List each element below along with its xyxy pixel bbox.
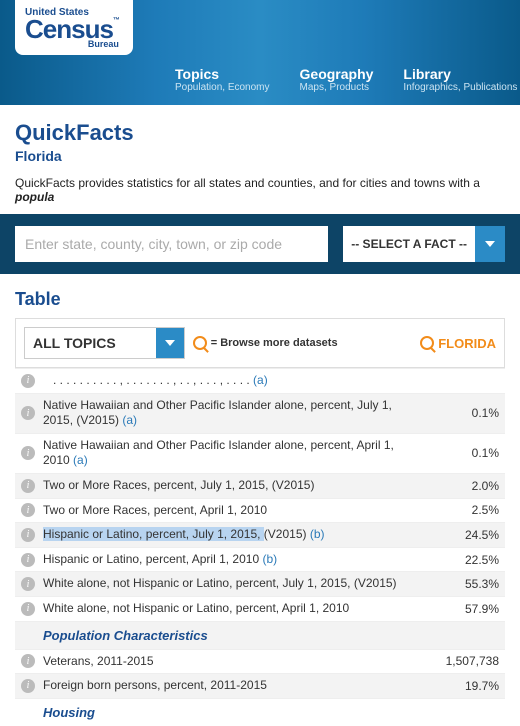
row-label: Native Hawaiian and Other Pacific Island…	[43, 398, 429, 429]
nav-library-title: Library	[403, 66, 517, 82]
search-bar: -- SELECT A FACT --	[0, 214, 520, 274]
intro-text: QuickFacts provides statistics for all s…	[15, 176, 505, 204]
info-icon[interactable]: i	[21, 577, 35, 591]
footnote-link[interactable]: (a)	[122, 413, 137, 427]
row-label: Two or More Races, percent, July 1, 2015…	[43, 478, 429, 494]
table-row: iVeterans, 2011-20151,507,738	[15, 649, 505, 674]
search-icon	[420, 336, 434, 350]
row-value: 1,507,738	[429, 654, 499, 668]
row-value: 2.0%	[429, 479, 499, 493]
all-topics-label: ALL TOPICS	[25, 329, 156, 357]
browse-datasets-link[interactable]: = Browse more datasets	[193, 336, 338, 350]
table-row: i Native Hawaiian and Other Pacific Islan…	[15, 393, 505, 433]
row-label: Foreign born persons, percent, 2011-2015	[43, 678, 429, 694]
info-icon[interactable]: i	[21, 446, 35, 460]
table-row: i Two or More Races, percent, July 1, 201…	[15, 473, 505, 498]
chevron-down-icon	[485, 241, 495, 247]
row-value: 55.3%	[429, 577, 499, 591]
footnote-link[interactable]: (b)	[310, 527, 325, 541]
table-row: i White alone, not Hispanic or Latino, pe…	[15, 571, 505, 596]
group-housing: Housing	[15, 698, 505, 726]
logo-census: Census™	[25, 18, 119, 41]
table-row: i Hispanic or Latino, percent, April 1, 2…	[15, 547, 505, 572]
footnote-link[interactable]: (a)	[73, 453, 88, 467]
row-label: White alone, not Hispanic or Latino, per…	[43, 601, 429, 617]
census-logo[interactable]: United States Census™ Bureau	[15, 0, 133, 55]
table-row: i Two or More Races, percent, April 1, 20…	[15, 498, 505, 523]
row-value: 24.5%	[429, 528, 499, 542]
row-label: . . . . . . . . . . , . . . . . . . , . …	[43, 373, 429, 389]
filter-bar: ALL TOPICS = Browse more datasets FLORID…	[15, 318, 505, 368]
info-icon[interactable]: i	[21, 479, 35, 493]
info-icon[interactable]: i	[21, 406, 35, 420]
info-icon[interactable]: i	[21, 374, 35, 388]
row-value	[429, 374, 499, 388]
nav-topics-sub: Population, Economy	[175, 82, 270, 93]
info-icon[interactable]: i	[21, 654, 35, 668]
info-icon[interactable]: i	[21, 602, 35, 616]
row-label: Two or More Races, percent, April 1, 201…	[43, 503, 429, 519]
table-row: i Foreign born persons, percent, 2011-201…	[15, 673, 505, 698]
select-fact-label: -- SELECT A FACT --	[343, 237, 475, 251]
table-section-title: Table	[0, 274, 520, 318]
info-icon[interactable]: i	[21, 553, 35, 567]
all-topics-chevron[interactable]	[156, 328, 184, 358]
table-row: i Native Hawaiian and Other Pacific Islan…	[15, 433, 505, 473]
page-title: QuickFacts	[15, 120, 505, 146]
row-label: Hispanic or Latino, percent, April 1, 20…	[43, 552, 429, 568]
browse-label: = Browse more datasets	[211, 337, 338, 349]
info-icon[interactable]: i	[21, 528, 35, 542]
row-label: Hispanic or Latino, percent, July 1, 201…	[43, 527, 429, 543]
chevron-down-icon	[165, 340, 175, 346]
select-fact-chevron[interactable]	[475, 226, 505, 262]
column-header-florida[interactable]: FLORIDA	[420, 336, 496, 351]
row-value: 0.1%	[429, 446, 499, 460]
info-icon[interactable]: i	[21, 503, 35, 517]
group-population-characteristics: Population Characteristics	[15, 621, 505, 649]
table-row-cutoff: i . . . . . . . . . . , . . . . . . . , …	[15, 368, 505, 393]
search-icon	[193, 336, 207, 350]
row-value: 19.7%	[429, 679, 499, 693]
footnote-link[interactable]: (b)	[262, 552, 277, 566]
nav-library[interactable]: Library Infographics, Publications	[403, 66, 517, 93]
table-row: i Hispanic or Latino, percent, July 1, 20…	[15, 522, 505, 547]
nav-library-sub: Infographics, Publications	[403, 82, 517, 93]
header-banner: United States Census™ Bureau Topics Popu…	[0, 0, 520, 105]
page-subtitle: Florida	[15, 148, 505, 164]
nav-topics[interactable]: Topics Population, Economy	[175, 66, 270, 93]
row-label: White alone, not Hispanic or Latino, per…	[43, 576, 429, 592]
row-value: 57.9%	[429, 602, 499, 616]
row-label: Native Hawaiian and Other Pacific Island…	[43, 438, 429, 469]
row-value: 2.5%	[429, 503, 499, 517]
row-value: 22.5%	[429, 553, 499, 567]
main-nav: Topics Population, Economy Geography Map…	[175, 66, 517, 93]
all-topics-dropdown[interactable]: ALL TOPICS	[24, 327, 185, 359]
nav-geography[interactable]: Geography Maps, Products	[300, 66, 374, 93]
row-value: 0.1%	[429, 406, 499, 420]
table-row: i White alone, not Hispanic or Latino, pe…	[15, 596, 505, 621]
data-table: i . . . . . . . . . . , . . . . . . . , …	[15, 368, 505, 726]
select-fact-dropdown[interactable]: -- SELECT A FACT --	[343, 226, 505, 262]
nav-geography-sub: Maps, Products	[300, 82, 374, 93]
info-icon[interactable]: i	[21, 679, 35, 693]
geo-search-input[interactable]	[15, 226, 328, 262]
nav-topics-title: Topics	[175, 66, 270, 82]
nav-geography-title: Geography	[300, 66, 374, 82]
